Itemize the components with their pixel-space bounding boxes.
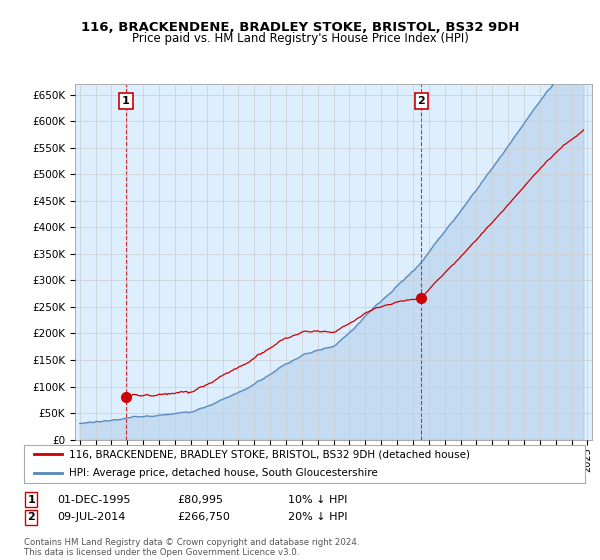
Text: 1: 1 (28, 494, 35, 505)
Text: 10% ↓ HPI: 10% ↓ HPI (288, 494, 347, 505)
Text: 116, BRACKENDENE, BRADLEY STOKE, BRISTOL, BS32 9DH (detached house): 116, BRACKENDENE, BRADLEY STOKE, BRISTOL… (69, 449, 470, 459)
Text: £80,995: £80,995 (177, 494, 223, 505)
Text: 20% ↓ HPI: 20% ↓ HPI (288, 512, 347, 522)
Text: 116, BRACKENDENE, BRADLEY STOKE, BRISTOL, BS32 9DH: 116, BRACKENDENE, BRADLEY STOKE, BRISTOL… (81, 21, 519, 34)
Text: Contains HM Land Registry data © Crown copyright and database right 2024.
This d: Contains HM Land Registry data © Crown c… (24, 538, 359, 557)
Text: 09-JUL-2014: 09-JUL-2014 (57, 512, 125, 522)
Text: HPI: Average price, detached house, South Gloucestershire: HPI: Average price, detached house, Sout… (69, 468, 377, 478)
Text: 1: 1 (122, 96, 130, 106)
Text: 2: 2 (417, 96, 425, 106)
Text: £266,750: £266,750 (177, 512, 230, 522)
Text: 2: 2 (28, 512, 35, 522)
Text: 01-DEC-1995: 01-DEC-1995 (57, 494, 131, 505)
Text: Price paid vs. HM Land Registry's House Price Index (HPI): Price paid vs. HM Land Registry's House … (131, 32, 469, 45)
